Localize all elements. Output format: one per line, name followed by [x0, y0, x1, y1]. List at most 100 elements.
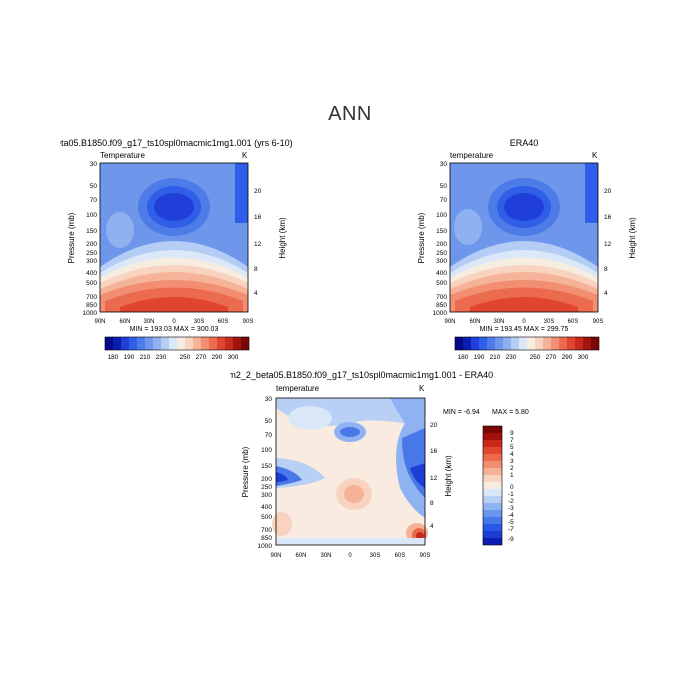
y-tick: 300 [436, 258, 447, 265]
x-tick-labels: 90N 60N 30N 0 30S 60S 90S [270, 553, 430, 559]
y-tick: 400 [261, 504, 272, 511]
colorbar-swatch [483, 433, 502, 440]
colorbar-label: 7 [510, 437, 514, 444]
model-temperature-chart: b.cesm2_2_beta05.B1850.f09_g17_ts10spl0m… [2, 138, 293, 361]
colorbar-label: 180 [458, 354, 469, 361]
colorbar-label: 290 [562, 354, 573, 361]
colorbar-label: 300 [578, 354, 589, 361]
y2-tick: 12 [604, 241, 612, 248]
y-tick: 500 [86, 280, 97, 287]
x-tick-labels: 90N 60N 30N 0 30S 60S 90S [94, 319, 253, 325]
colorbar-swatch [121, 337, 129, 350]
x-tick: 30N [493, 319, 504, 325]
colorbar-swatch [193, 337, 201, 350]
chart-subtitle: Temperature [100, 151, 145, 160]
colorbar-swatch [559, 337, 567, 350]
y-tick: 300 [261, 492, 272, 499]
colorbar-swatch [105, 337, 113, 350]
y2-tick: 8 [430, 500, 434, 507]
colorbar-label: 9 [510, 430, 514, 437]
y-tick: 700 [261, 527, 272, 534]
colorbar-labels: 180 190 210 230 250 270 290 300 [108, 354, 239, 361]
colorbar-label: -7 [508, 526, 514, 533]
y2-tick: 20 [604, 188, 612, 195]
y2-tick-labels: 20 16 12 8 4 [254, 188, 262, 297]
y2-tick: 4 [254, 290, 258, 297]
y-tick: 150 [436, 228, 447, 235]
y-tick: 30 [265, 396, 273, 403]
y2-tick: 16 [604, 214, 612, 221]
colorbar-swatch [137, 337, 145, 350]
colorbar-swatch [487, 337, 495, 350]
y2-tick: 20 [254, 188, 262, 195]
x-tick-labels: 90N 60N 30N 0 30S 60S 90S [444, 319, 603, 325]
x-tick: 30S [370, 553, 381, 559]
colorbar-label: -1 [508, 491, 514, 498]
colorbar-label: -5 [508, 519, 514, 526]
x-tick: 0 [172, 319, 176, 325]
y2-tick: 16 [430, 448, 438, 455]
x-tick: 60N [469, 319, 480, 325]
colorbar-swatch [225, 337, 233, 350]
colorbar-label: 210 [490, 354, 501, 361]
colorbar-swatch [217, 337, 225, 350]
colorbar-labels: 9 7 5 4 3 2 1 0 -1 -2 -3 -4 -5 -7 -9 [508, 430, 514, 543]
y-tick: 100 [86, 212, 97, 219]
colorbar [104, 336, 250, 351]
y2-axis-label: Height (km) [278, 217, 287, 259]
colorbar-label: 270 [196, 354, 207, 361]
colorbar-swatch [551, 337, 559, 350]
colorbar [482, 425, 503, 546]
y2-tick: 8 [604, 266, 608, 273]
colorbar-swatch [483, 538, 502, 545]
colorbar-swatch [535, 337, 543, 350]
y-tick: 500 [436, 280, 447, 287]
y2-tick: 8 [254, 266, 258, 273]
y-tick: 250 [86, 250, 97, 257]
difference-temperature-chart: b.cesm2_2_beta05.B1850.f09_g17_ts10spl0m… [207, 370, 529, 559]
page-title: ANN [328, 103, 372, 125]
y2-tick: 16 [254, 214, 262, 221]
x-tick: 30S [544, 319, 555, 325]
min-max-stats: MIN = 193.03 MAX = 300.03 [130, 326, 219, 333]
y-tick: 100 [436, 212, 447, 219]
x-tick: 30N [143, 319, 154, 325]
y-tick: 850 [261, 535, 272, 542]
x-tick: 90S [420, 553, 431, 559]
colorbar-swatch [153, 337, 161, 350]
colorbar-swatch [483, 503, 502, 510]
x-tick: 60N [295, 553, 306, 559]
colorbar-swatch [201, 337, 209, 350]
y-tick: 300 [86, 258, 97, 265]
chart-title: b.cesm2_2_beta05.B1850.f09_g17_ts10spl0m… [230, 370, 493, 380]
colorbar-swatch [511, 337, 519, 350]
y2-tick: 12 [430, 475, 438, 482]
min-stat: MIN = -6.94 [443, 409, 480, 416]
colorbar-swatch [113, 337, 121, 350]
colorbar-label: -9 [508, 536, 514, 543]
colorbar-swatch [455, 337, 463, 350]
y2-tick-labels: 20 16 12 8 4 [604, 188, 612, 297]
colorbar-swatch [483, 496, 502, 503]
y-tick: 1000 [83, 310, 98, 317]
y-tick: 30 [90, 161, 98, 168]
heatmap-field [272, 398, 428, 545]
y-tick: 30 [440, 161, 448, 168]
y2-tick: 20 [430, 422, 438, 429]
colorbar-label: 230 [506, 354, 517, 361]
x-tick: 60S [218, 319, 229, 325]
y-tick: 500 [261, 514, 272, 521]
y-tick: 700 [86, 294, 97, 301]
x-tick: 30N [320, 553, 331, 559]
y2-tick-labels: 20 16 12 8 4 [430, 422, 438, 530]
y-tick: 150 [86, 228, 97, 235]
colorbar-label: 230 [156, 354, 167, 361]
x-tick: 90N [94, 319, 105, 325]
chart-units: K [592, 151, 598, 160]
y-tick: 200 [436, 241, 447, 248]
y-tick-labels: 30 50 70 100 150 200 250 300 400 500 700… [83, 161, 98, 317]
y-tick: 50 [265, 418, 273, 425]
heatmap-field [450, 163, 598, 312]
colorbar-swatch [583, 337, 591, 350]
colorbar-label: 0 [510, 484, 514, 491]
